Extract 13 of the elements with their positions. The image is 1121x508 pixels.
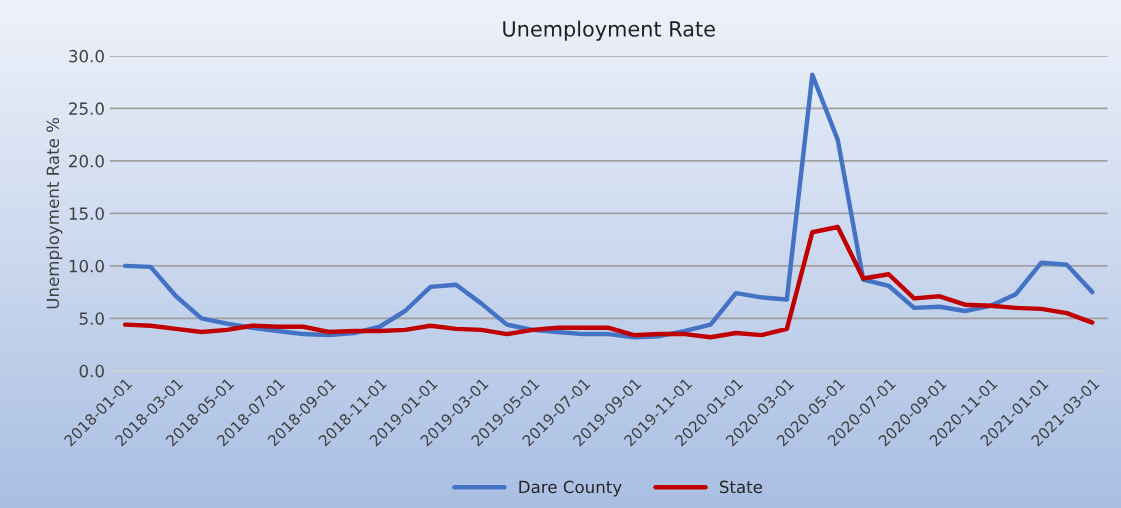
y-tick-label: 15.0 bbox=[69, 207, 104, 220]
y-tick-label: 10.0 bbox=[69, 259, 104, 273]
y-tick-label: 30.0 bbox=[69, 49, 104, 63]
y-tick-label: 5.0 bbox=[79, 312, 104, 325]
y-tick-label: 20.0 bbox=[69, 154, 104, 168]
chart-title: Unemployment Rate bbox=[503, 20, 715, 41]
y-axis-title: Unemployment Rate % bbox=[46, 117, 63, 309]
legend-label: State bbox=[719, 480, 763, 494]
y-tick-label: 25.0 bbox=[69, 102, 104, 115]
legend-label: Dare County bbox=[519, 480, 622, 497]
line-series bbox=[122, 72, 1095, 340]
y-tick-label: 0.0 bbox=[79, 364, 104, 378]
line-series bbox=[122, 224, 1095, 340]
